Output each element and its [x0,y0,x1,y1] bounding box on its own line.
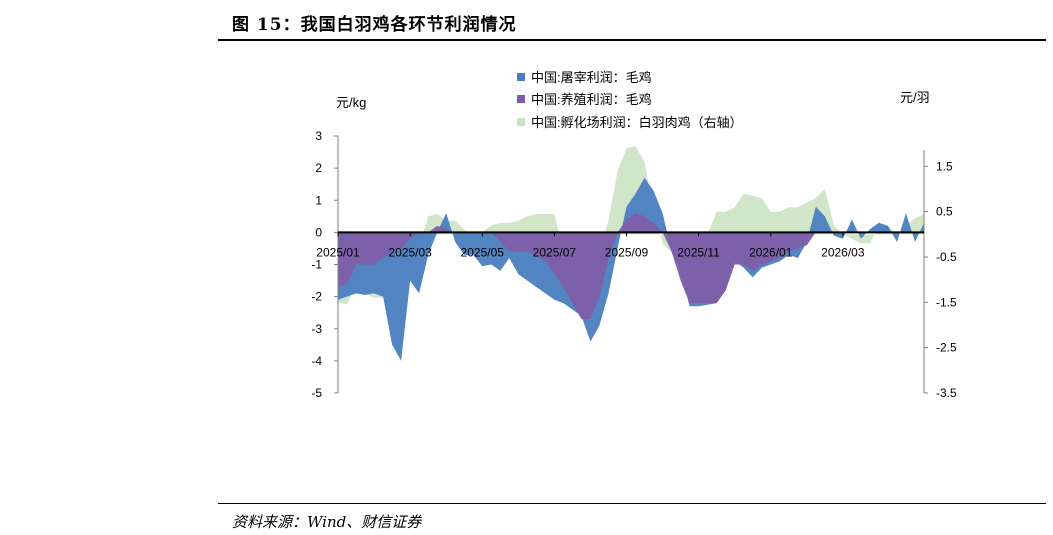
right-tick-label: -1.5 [936,295,957,309]
legend-label: 中国:养殖利润：毛鸡 [531,92,652,107]
right-axis-unit: 元/羽 [900,90,930,105]
left-tick-label: 0 [315,225,322,239]
left-tick-label: 1 [315,193,322,207]
x-tick-label: 2025/01 [316,245,360,259]
legend-swatch [517,118,525,126]
left-tick-label: -3 [311,322,322,336]
right-tick-label: -3.5 [936,386,957,400]
bottom-rule [218,503,1046,504]
left-tick-label: -4 [311,354,322,368]
x-tick-label: 2025/03 [388,245,432,259]
x-tick-label: 2026/03 [821,245,865,259]
left-tick-label: -2 [311,290,322,304]
left-tick-label: 3 [315,129,322,143]
legend-label: 中国:孵化场利润：白羽肉鸡（右轴） [531,115,743,130]
right-tick-label: -2.5 [936,341,957,355]
x-tick-label: 2025/09 [605,245,649,259]
legend-swatch [517,73,525,81]
left-tick-label: 2 [315,161,322,175]
right-tick-label: -0.5 [936,250,957,264]
slaughter-profit-area [338,178,924,361]
left-tick-label: -5 [311,386,322,400]
legend-label: 中国:屠宰利润：毛鸡 [531,70,652,85]
x-tick-label: 2025/11 [677,245,720,259]
x-tick-label: 2025/07 [533,245,577,259]
x-tick-label: 2025/05 [461,245,505,259]
legend-swatch [517,95,525,103]
left-axis-unit: 元/kg [336,95,366,110]
x-tick-label: 2026/01 [749,245,793,259]
right-tick-label: 0.5 [936,205,953,219]
right-tick-label: 1.5 [936,159,953,173]
source-note: 资料来源：Wind、财信证券 [232,511,421,532]
left-tick-label: -1 [311,258,322,272]
